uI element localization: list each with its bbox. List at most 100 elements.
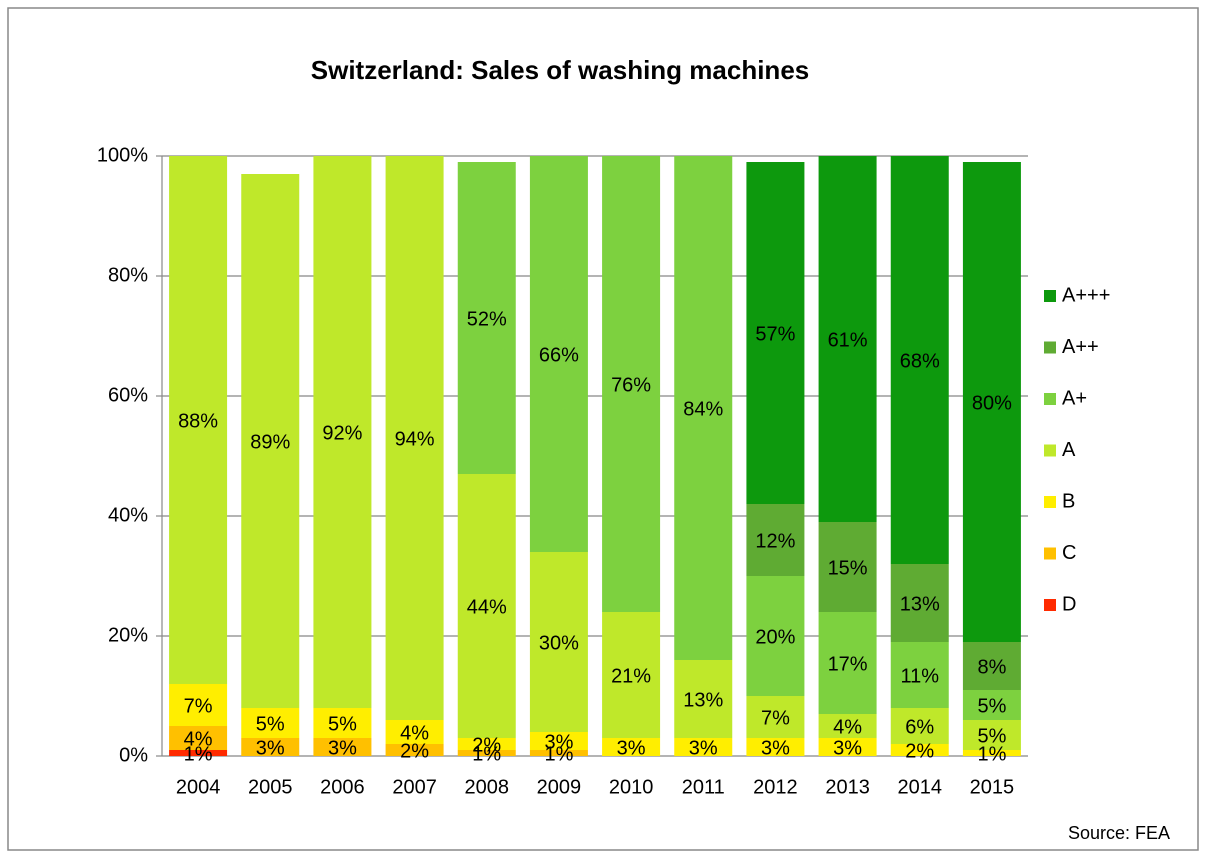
bar-segment	[674, 660, 733, 738]
data-label: 12%	[755, 530, 795, 552]
legend-swatch	[1044, 599, 1056, 611]
bar-segment	[457, 474, 516, 738]
bar-segment	[602, 738, 661, 756]
data-label: 80%	[972, 392, 1012, 414]
bar-segment	[818, 738, 877, 756]
bar-segment	[457, 738, 516, 750]
data-label: 8%	[977, 656, 1006, 678]
bar-segment	[602, 156, 661, 612]
legend-label: A++	[1062, 336, 1099, 358]
bar-segment	[169, 750, 228, 756]
bar-segment	[529, 552, 588, 732]
legend-swatch	[1044, 547, 1056, 560]
bar-segment	[818, 714, 877, 738]
bar-segment	[746, 696, 805, 738]
bar-segment	[962, 720, 1021, 750]
data-label: 13%	[900, 593, 940, 615]
bar-segment	[602, 612, 661, 738]
bar-segment	[890, 708, 949, 744]
bar-segment	[313, 738, 372, 756]
bar-segment	[746, 162, 805, 504]
y-tick-label: 40%	[108, 504, 148, 526]
data-label: 2%	[400, 740, 429, 762]
bar-segment	[818, 156, 877, 522]
x-tick-label: 2008	[465, 776, 510, 798]
x-tick-label: 2007	[392, 776, 437, 798]
data-label: 1%	[184, 743, 213, 765]
data-label: 94%	[395, 428, 435, 450]
data-label: 88%	[178, 410, 218, 432]
bar-segment	[746, 504, 805, 576]
y-tick-label: 100%	[97, 144, 148, 166]
legend-swatch	[1044, 444, 1056, 457]
legend-swatch	[1044, 393, 1056, 405]
data-label: 17%	[828, 653, 868, 675]
bar-segment	[385, 720, 444, 744]
data-label: 3%	[761, 737, 790, 759]
x-tick-label: 2005	[248, 776, 293, 798]
bar-segment	[241, 708, 300, 738]
bar-segment	[313, 156, 372, 708]
x-tick-label: 2006	[320, 776, 365, 798]
data-label: 92%	[322, 422, 362, 444]
data-label: 4%	[184, 728, 213, 750]
data-label: 6%	[905, 716, 934, 738]
bar-segment	[818, 522, 877, 612]
y-tick-label: 20%	[108, 624, 148, 646]
bar-segment	[457, 750, 516, 756]
x-tick-label: 2014	[898, 776, 943, 798]
bar-segment	[746, 576, 805, 696]
bar-segment	[385, 744, 444, 756]
bar-segment	[890, 156, 949, 564]
data-label: 4%	[833, 716, 862, 738]
data-label: 5%	[328, 713, 357, 735]
data-label: 3%	[833, 737, 862, 759]
data-label: 44%	[467, 596, 507, 618]
data-label: 76%	[611, 374, 651, 396]
data-label: 66%	[539, 344, 579, 366]
data-label: 1%	[977, 743, 1006, 765]
bar-segment	[962, 690, 1021, 720]
x-tick-label: 2010	[609, 776, 654, 798]
bar-segment	[746, 738, 805, 756]
data-label: 57%	[755, 323, 795, 345]
data-label: 5%	[256, 713, 285, 735]
legend-label: A	[1062, 439, 1076, 461]
legend-label: B	[1062, 490, 1075, 512]
bar-segment	[818, 612, 877, 714]
x-tick-label: 2011	[682, 776, 725, 798]
bar-segment	[674, 738, 733, 756]
data-label: 52%	[467, 308, 507, 330]
y-tick-label: 60%	[108, 384, 148, 406]
bar-segment	[529, 750, 588, 756]
data-label: 2%	[472, 734, 501, 756]
data-label: 5%	[977, 725, 1006, 747]
bar-segment	[241, 738, 300, 756]
legend-swatch	[1044, 290, 1056, 302]
data-label: 3%	[544, 731, 573, 753]
legend-label: A+++	[1062, 284, 1110, 306]
bar-segment	[169, 156, 228, 684]
legend-swatch	[1044, 496, 1056, 508]
bar-segment	[169, 684, 228, 726]
y-tick-label: 80%	[108, 264, 148, 286]
data-label: 1%	[472, 743, 501, 765]
bar-segment	[962, 642, 1021, 690]
bar-segment	[962, 162, 1021, 642]
x-tick-label: 2009	[537, 776, 582, 798]
bar-segment	[457, 162, 516, 474]
legend-label: C	[1062, 542, 1076, 564]
bar-segment	[313, 708, 372, 738]
data-label: 20%	[755, 626, 795, 648]
x-tick-label: 2013	[825, 776, 870, 798]
data-label: 30%	[539, 632, 579, 654]
bar-segment	[385, 156, 444, 720]
legend-label: A+	[1062, 387, 1087, 409]
y-tick-label: 0%	[119, 744, 148, 766]
data-label: 3%	[689, 737, 718, 759]
data-label: 21%	[611, 665, 651, 687]
bar-segment	[674, 156, 733, 660]
data-label: 3%	[328, 737, 357, 759]
bar-segment	[890, 564, 949, 642]
